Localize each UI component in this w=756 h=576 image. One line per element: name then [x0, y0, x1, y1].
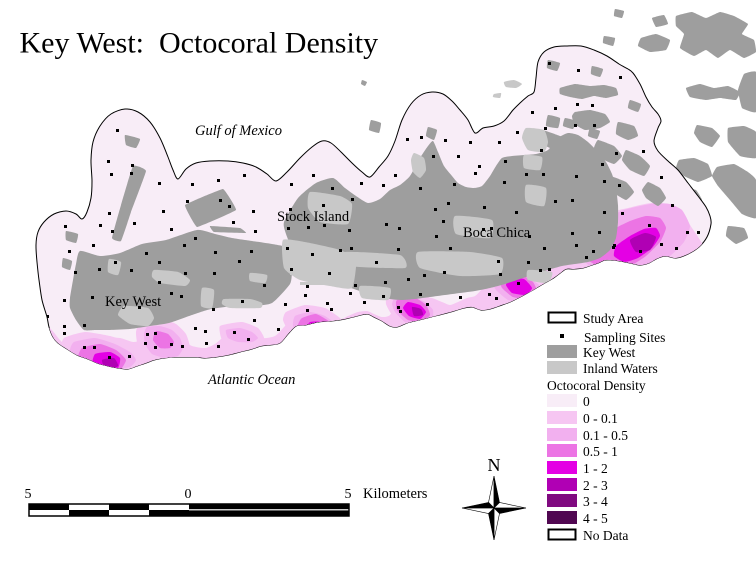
- svg-text:Gulf of Mexico: Gulf of Mexico: [195, 123, 282, 139]
- svg-text:Boca Chica: Boca Chica: [463, 225, 531, 241]
- svg-text:0.5 - 1: 0.5 - 1: [583, 444, 618, 459]
- svg-text:Key West: Key West: [105, 294, 161, 310]
- svg-text:Octocoral Density: Octocoral Density: [547, 378, 646, 393]
- svg-text:Study Area: Study Area: [583, 311, 643, 326]
- svg-text:Key West: Octocoral Density: Key West: Octocoral Density: [20, 27, 379, 60]
- svg-text:0: 0: [583, 394, 590, 409]
- svg-text:Stock Island: Stock Island: [277, 209, 350, 225]
- svg-text:Sampling Sites: Sampling Sites: [584, 330, 665, 345]
- svg-text:5: 5: [25, 487, 32, 502]
- svg-text:Atlantic Ocean: Atlantic Ocean: [207, 372, 295, 388]
- svg-text:Inland Waters: Inland Waters: [583, 361, 658, 376]
- svg-text:0.1 - 0.5: 0.1 - 0.5: [583, 428, 628, 443]
- svg-text:N: N: [488, 455, 501, 475]
- svg-text:2 - 3: 2 - 3: [583, 478, 608, 493]
- svg-text:4 - 5: 4 - 5: [583, 511, 608, 526]
- svg-text:No Data: No Data: [583, 528, 628, 543]
- svg-text:1 - 2: 1 - 2: [583, 461, 608, 476]
- svg-text:Key West: Key West: [583, 345, 636, 360]
- svg-text:0 - 0.1: 0 - 0.1: [583, 411, 618, 426]
- svg-text:5: 5: [345, 487, 352, 502]
- svg-text:0: 0: [185, 487, 192, 502]
- svg-text:3 - 4: 3 - 4: [583, 494, 608, 509]
- svg-text:Kilometers: Kilometers: [363, 486, 428, 502]
